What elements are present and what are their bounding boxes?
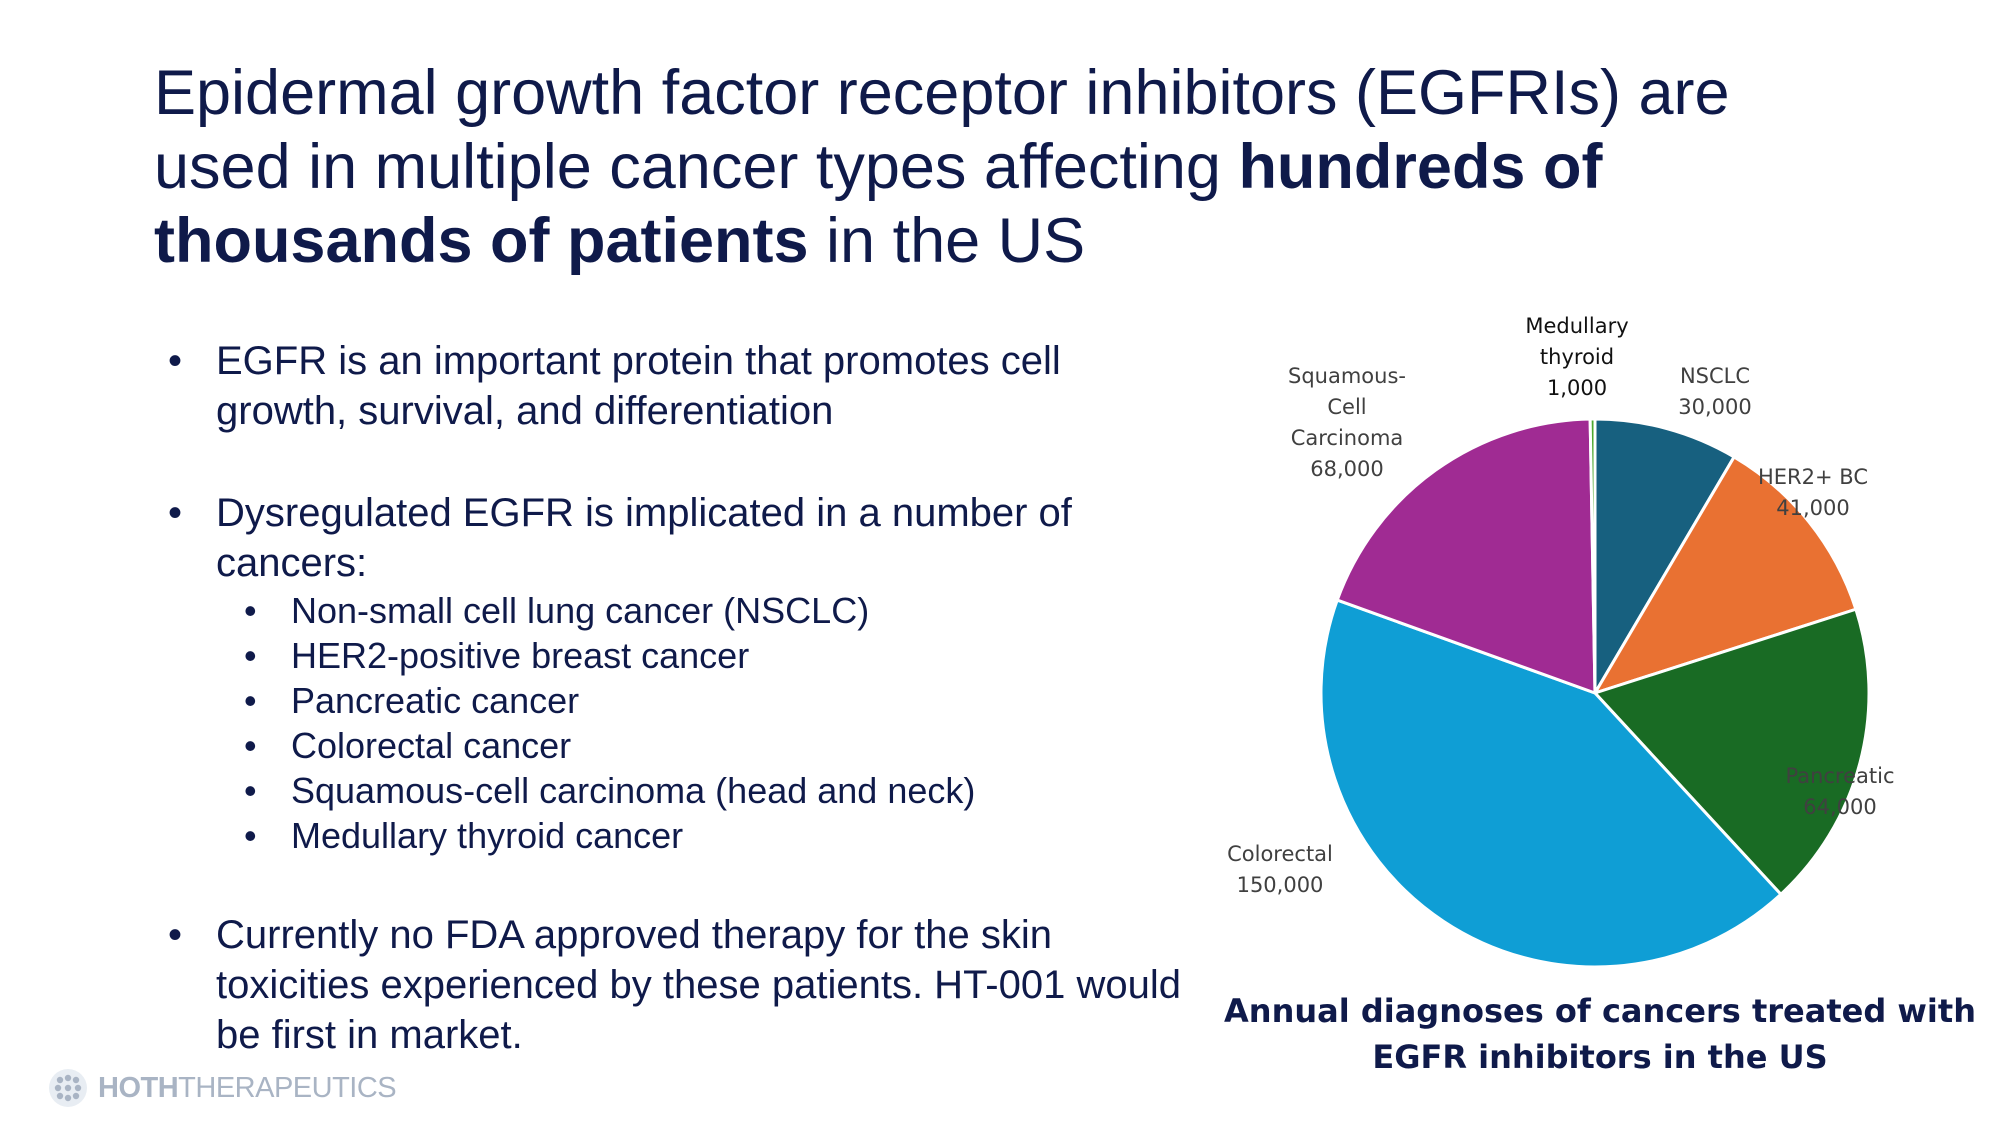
sub-bullet-pancreatic: Pancreatic cancer <box>160 678 1200 723</box>
sub-bullet-her2: HER2-positive breast cancer <box>160 633 1200 678</box>
sub-bullet-nsclc: Non-small cell lung cancer (NSCLC) <box>160 588 1200 633</box>
pie-label-squamous-cell-carcinoma: Squamous-Cell Carcinoma 68,000 <box>1288 364 1406 481</box>
pie-label-medullary-thyroid: Medullary thyroid 1,000 <box>1525 314 1628 400</box>
logo-text: HOTHTHERAPEUTICS <box>98 1071 397 1105</box>
pie-slice-medullary-thyroid <box>1588 417 1597 694</box>
pie-label-colorectal: Colorectal 150,000 <box>1227 842 1333 897</box>
pie-slice-colorectal <box>1319 598 1783 969</box>
pie-slice-squamous-cell-carcinoma <box>1335 417 1597 696</box>
sub-bullet-colorectal: Colorectal cancer <box>160 723 1200 768</box>
bullet-dysregulated-egfr: Dysregulated EGFR is implicated in a num… <box>160 488 1200 588</box>
chart-caption: Annual diagnoses of cancers treated with… <box>1224 992 1976 1076</box>
slide-title: Epidermal growth factor receptor inhibit… <box>154 56 1874 278</box>
pie-label-nsclc: NSCLC 30,000 <box>1678 364 1751 419</box>
company-logo: HOTHTHERAPEUTICS <box>48 1068 397 1108</box>
pie-slice-pancreatic <box>1592 607 1871 897</box>
logo-dots-icon <box>49 1069 87 1107</box>
title-text-1: Epidermal growth factor receptor inhibit… <box>154 58 1730 202</box>
pie-label-pancreatic: Pancreatic 64,000 <box>1785 764 1894 819</box>
sub-bullet-medullary: Medullary thyroid cancer <box>160 813 1200 858</box>
bullet-egfr-protein: EGFR is an important protein that promot… <box>160 336 1200 436</box>
pie-slice-nsclc <box>1593 417 1737 699</box>
pie-label-her2-bc: HER2+ BC 41,000 <box>1758 465 1868 520</box>
title-text-2: in the US <box>808 206 1086 276</box>
logo-text-rest: THERAPEUTICS <box>178 1071 397 1104</box>
bullet-no-fda-therapy: Currently no FDA approved therapy for th… <box>160 910 1200 1060</box>
pie-slice-her2-bc <box>1591 454 1858 696</box>
sub-bullet-squamous: Squamous-cell carcinoma (head and neck) <box>160 768 1200 813</box>
bullet-list: EGFR is an important protein that promot… <box>160 336 1200 1060</box>
logo-text-bold: HOTH <box>98 1071 179 1104</box>
title-bold-text: hundreds of thousands of patients <box>154 132 1603 276</box>
